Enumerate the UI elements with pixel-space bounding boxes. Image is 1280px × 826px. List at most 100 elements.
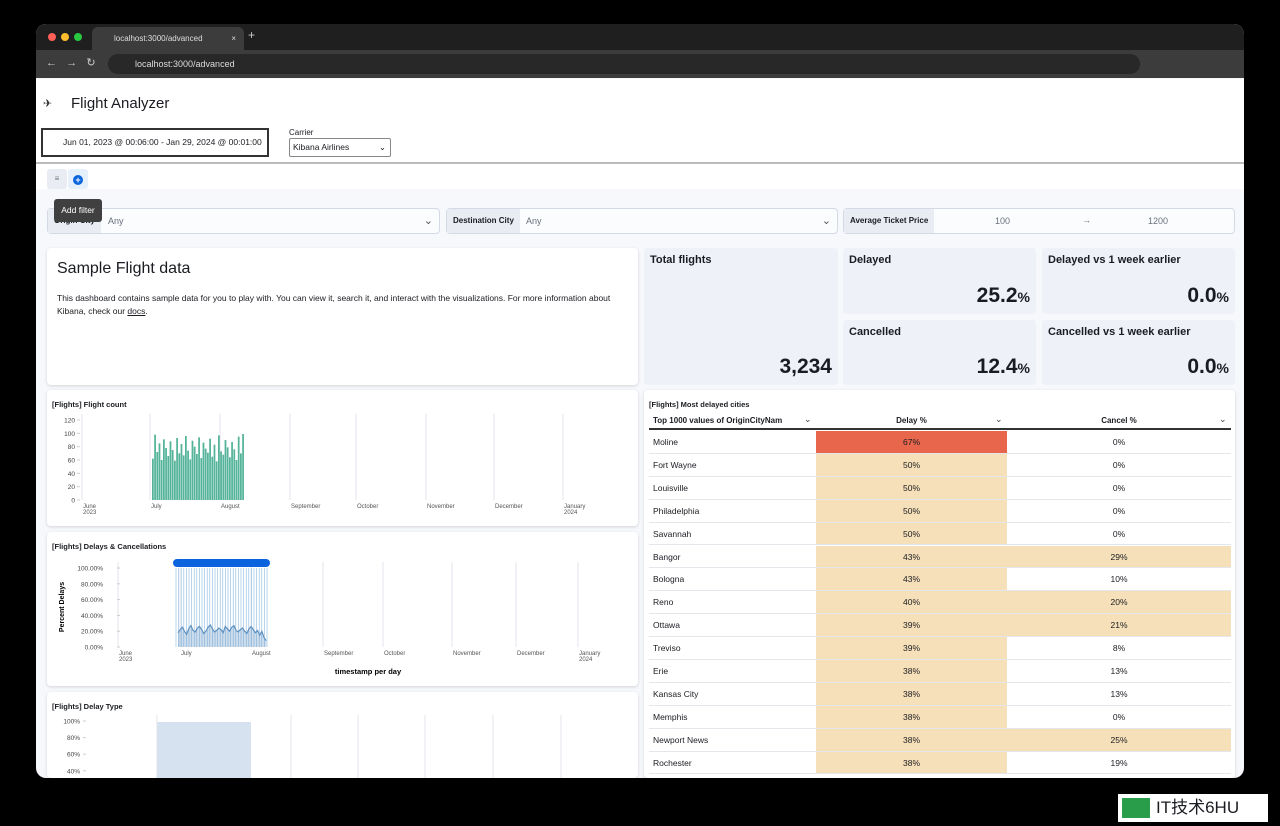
body-end: . [145, 306, 148, 316]
table-cell: 8% [1007, 637, 1231, 660]
close-dot[interactable] [48, 33, 56, 41]
table-cell: 13% [1007, 660, 1231, 683]
table-cell: 50% [816, 453, 1007, 477]
url: localhost:3000/advanced [135, 59, 235, 69]
chevron: ⌄ [423, 215, 433, 227]
metric-cancelled: Cancelled 12.4% [843, 320, 1036, 385]
value: 12.4 [976, 355, 1018, 378]
new-tab[interactable]: + [248, 28, 256, 42]
x-axis-label: timestamp per day [335, 667, 402, 676]
table-cell: Newport News [649, 728, 816, 752]
price-label: Average Ticket Price [844, 209, 935, 233]
carrier-select[interactable]: Kibana Airlines ⌄ [289, 138, 391, 157]
table-cell: 29% [1007, 545, 1231, 569]
bar [189, 459, 192, 500]
docs-link[interactable]: docs [127, 306, 146, 316]
watermark: IT技术6HU [1118, 794, 1268, 822]
bar [163, 439, 165, 500]
destination-control[interactable]: Destination City Any ⌄ [446, 208, 838, 234]
table-cell: 39% [816, 637, 1007, 660]
table-cell: Fort Wayne [649, 453, 816, 477]
y-tick-label: 100.00% [77, 566, 103, 573]
table-cell: 40% [816, 591, 1007, 615]
sort-arrow: ⌄ [1219, 414, 1227, 424]
table-cell: 38% [816, 660, 1007, 683]
markdown-body: This dashboard contains sample data for … [57, 292, 628, 318]
bar [242, 434, 244, 500]
price-max[interactable]: 1200 [1148, 216, 1169, 226]
x-tick-label: August [252, 651, 271, 657]
tab[interactable]: localhost:3000/advanced × [92, 27, 244, 50]
table-cell: 39% [816, 614, 1007, 638]
bar [222, 454, 225, 500]
table-cell: Ottawa [649, 614, 816, 638]
unit: % [1017, 360, 1030, 376]
watermark-text: IT技术6HU [1156, 798, 1240, 817]
filter-menu-button[interactable]: ≡ [47, 169, 67, 189]
x-tick-label: October [357, 504, 378, 510]
price-min[interactable]: 100 [995, 216, 1011, 226]
add-filter-button[interactable]: + [68, 169, 88, 189]
price-control[interactable]: Average Ticket Price 100 → 1200 [843, 208, 1235, 234]
body-text: This dashboard contains sample data for … [57, 293, 611, 316]
nav-buttons[interactable]: ← → ↻ [46, 57, 96, 69]
y-tick-label: 80% [67, 735, 80, 742]
table-cell: Treviso [649, 637, 816, 660]
x-tick-label: December [517, 651, 545, 657]
select-arrow: ⌄ [378, 142, 386, 152]
sort-arrow: ⌄ [995, 414, 1003, 424]
y-tick-label: 40 [68, 471, 76, 478]
table-cell: 25% [1007, 728, 1231, 752]
table-cell: 20% [1007, 591, 1231, 615]
destination-label: Destination City [447, 209, 520, 233]
bar [202, 442, 205, 500]
bar [180, 444, 183, 500]
x-tick-sublabel: 2024 [564, 510, 578, 516]
table-cell: Louisville [649, 476, 816, 500]
app-title: Flight Analyzer [71, 95, 170, 112]
url-field[interactable]: localhost:3000/advanced [108, 54, 1140, 74]
bar [156, 452, 159, 500]
metric-delayed-change: Delayed vs 1 week earlier 0.0% [1042, 248, 1235, 314]
table-cell: Bologna [649, 568, 816, 592]
bar [193, 446, 196, 500]
x-tick-label: September [291, 504, 320, 510]
metric-label: Total flights [650, 254, 712, 266]
bar [233, 449, 236, 500]
metric-value: 12.4% [977, 355, 1030, 379]
table-cell: 38% [816, 682, 1007, 706]
y-tick-label: 100% [63, 719, 80, 726]
markdown-panel: Sample Flight data This dashboard contai… [47, 248, 638, 385]
panel-title: [Flights] Delays & Cancellations [52, 542, 167, 551]
brush [173, 559, 270, 567]
x-tick-label: June [83, 504, 97, 510]
table-cell: 21% [1007, 614, 1231, 638]
minimize-dot[interactable] [61, 33, 69, 41]
bar [211, 456, 214, 500]
zoom-dot[interactable] [74, 33, 82, 41]
table-cell: 43% [816, 545, 1007, 569]
column-header[interactable]: Delay % [816, 411, 1007, 430]
tab-bar: localhost:3000/advanced × + [36, 24, 1244, 50]
date-picker[interactable]: Jun 01, 2023 @ 00:06:00 - Jan 29, 2024 @… [41, 128, 269, 157]
flight-count-panel: [Flights] Flight count [47, 390, 638, 526]
table-cell: 50% [816, 522, 1007, 546]
table-cell: 38% [816, 751, 1007, 775]
bar [204, 448, 207, 500]
y-tick-label: 0.00% [85, 645, 104, 652]
bar [237, 436, 240, 500]
table-cell: Bangor [649, 545, 816, 569]
metric-value: 3,234 [779, 355, 832, 378]
delays-panel: [Flights] Delays & Cancellations [47, 532, 638, 686]
bar [174, 460, 176, 500]
tab-close[interactable]: × [231, 34, 236, 43]
bar [176, 438, 178, 500]
carrier-label: Carrier [289, 128, 314, 137]
column-header[interactable]: Cancel % [1007, 411, 1231, 430]
column-header[interactable]: Top 1000 values of OriginCityNam [649, 411, 816, 430]
x-tick-sublabel: 2023 [119, 657, 133, 663]
bar [160, 460, 163, 500]
